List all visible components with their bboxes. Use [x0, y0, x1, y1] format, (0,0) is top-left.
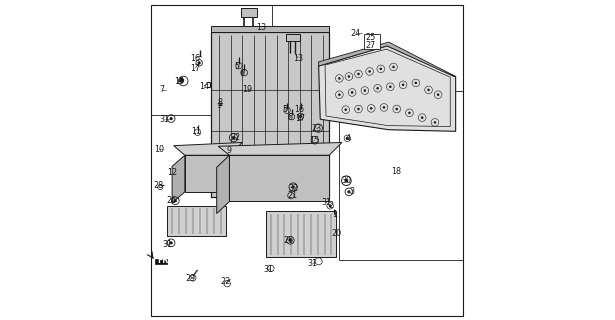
- Circle shape: [421, 116, 424, 119]
- Polygon shape: [212, 26, 329, 32]
- Text: 31: 31: [160, 115, 170, 124]
- Circle shape: [197, 61, 200, 64]
- Text: 2: 2: [328, 201, 334, 210]
- Text: 7: 7: [159, 85, 164, 94]
- Circle shape: [437, 93, 439, 96]
- Polygon shape: [319, 46, 456, 131]
- Text: 14: 14: [199, 82, 209, 91]
- Text: 3: 3: [349, 188, 354, 196]
- Polygon shape: [286, 34, 300, 41]
- Text: 13: 13: [293, 53, 303, 62]
- Text: FR.: FR.: [157, 257, 171, 266]
- Text: 15: 15: [174, 77, 184, 86]
- Circle shape: [408, 112, 411, 114]
- Circle shape: [370, 107, 373, 110]
- Text: 17: 17: [295, 114, 305, 123]
- Text: 21: 21: [287, 191, 297, 200]
- Circle shape: [367, 42, 375, 50]
- Circle shape: [357, 73, 360, 75]
- Text: 11: 11: [192, 127, 202, 136]
- Text: 31: 31: [162, 240, 172, 249]
- Circle shape: [402, 84, 404, 86]
- Text: 5: 5: [283, 105, 288, 114]
- Circle shape: [179, 78, 184, 83]
- Bar: [364, 34, 379, 49]
- Circle shape: [292, 186, 295, 189]
- Text: 25: 25: [365, 33, 376, 42]
- Text: 20: 20: [331, 229, 341, 238]
- Circle shape: [344, 179, 348, 183]
- Text: 10: 10: [154, 145, 164, 154]
- Circle shape: [347, 190, 351, 194]
- Text: 32: 32: [288, 184, 298, 193]
- Circle shape: [329, 204, 331, 207]
- Text: 19: 19: [242, 85, 252, 94]
- Polygon shape: [319, 42, 456, 76]
- Polygon shape: [218, 142, 342, 155]
- Circle shape: [170, 117, 173, 120]
- Polygon shape: [155, 259, 167, 264]
- Circle shape: [415, 82, 417, 84]
- Text: 12: 12: [167, 168, 177, 177]
- Text: 17: 17: [190, 64, 200, 73]
- Circle shape: [368, 70, 371, 73]
- Circle shape: [434, 121, 436, 124]
- Circle shape: [347, 75, 350, 78]
- Circle shape: [363, 89, 366, 92]
- Circle shape: [357, 108, 360, 110]
- Polygon shape: [240, 8, 257, 17]
- Text: 30: 30: [341, 176, 351, 185]
- Circle shape: [376, 87, 379, 90]
- Circle shape: [395, 108, 398, 110]
- Text: 26: 26: [166, 196, 176, 205]
- Circle shape: [344, 108, 347, 111]
- Circle shape: [379, 68, 382, 70]
- Polygon shape: [185, 155, 229, 192]
- Circle shape: [338, 77, 341, 80]
- Polygon shape: [266, 211, 336, 257]
- Circle shape: [346, 137, 349, 140]
- Text: 1: 1: [332, 210, 337, 219]
- Circle shape: [299, 115, 302, 118]
- Polygon shape: [229, 155, 329, 201]
- Circle shape: [367, 36, 375, 44]
- Text: 4: 4: [346, 134, 351, 143]
- Polygon shape: [172, 155, 185, 203]
- Polygon shape: [167, 206, 226, 236]
- Text: 15: 15: [309, 136, 319, 145]
- Circle shape: [288, 239, 292, 242]
- Circle shape: [389, 85, 392, 88]
- Circle shape: [351, 91, 354, 94]
- Text: 13: 13: [256, 23, 266, 32]
- Text: 31: 31: [264, 265, 274, 275]
- Text: 22: 22: [220, 277, 231, 286]
- Circle shape: [232, 136, 235, 139]
- Text: 29: 29: [186, 274, 196, 283]
- Text: 6: 6: [240, 69, 245, 78]
- Polygon shape: [212, 32, 329, 197]
- Text: 16: 16: [191, 53, 200, 62]
- Polygon shape: [173, 142, 242, 155]
- Text: 23: 23: [311, 124, 322, 133]
- Circle shape: [338, 93, 341, 96]
- Text: 16: 16: [295, 105, 304, 114]
- Text: 32: 32: [231, 132, 241, 141]
- Text: 18: 18: [391, 167, 401, 176]
- Text: 27: 27: [365, 41, 376, 51]
- Circle shape: [392, 66, 395, 68]
- Text: 5: 5: [235, 61, 240, 70]
- Text: 31: 31: [308, 259, 318, 268]
- Text: 6: 6: [287, 113, 293, 122]
- Text: 26: 26: [284, 236, 293, 245]
- Text: 24: 24: [351, 29, 360, 38]
- Text: 28: 28: [154, 181, 164, 190]
- Circle shape: [170, 241, 173, 244]
- Text: 31: 31: [322, 198, 331, 207]
- Text: 8: 8: [217, 98, 223, 107]
- Polygon shape: [216, 155, 229, 213]
- Circle shape: [383, 106, 385, 109]
- Circle shape: [427, 89, 430, 91]
- Text: 9: 9: [227, 146, 232, 155]
- Circle shape: [173, 199, 177, 202]
